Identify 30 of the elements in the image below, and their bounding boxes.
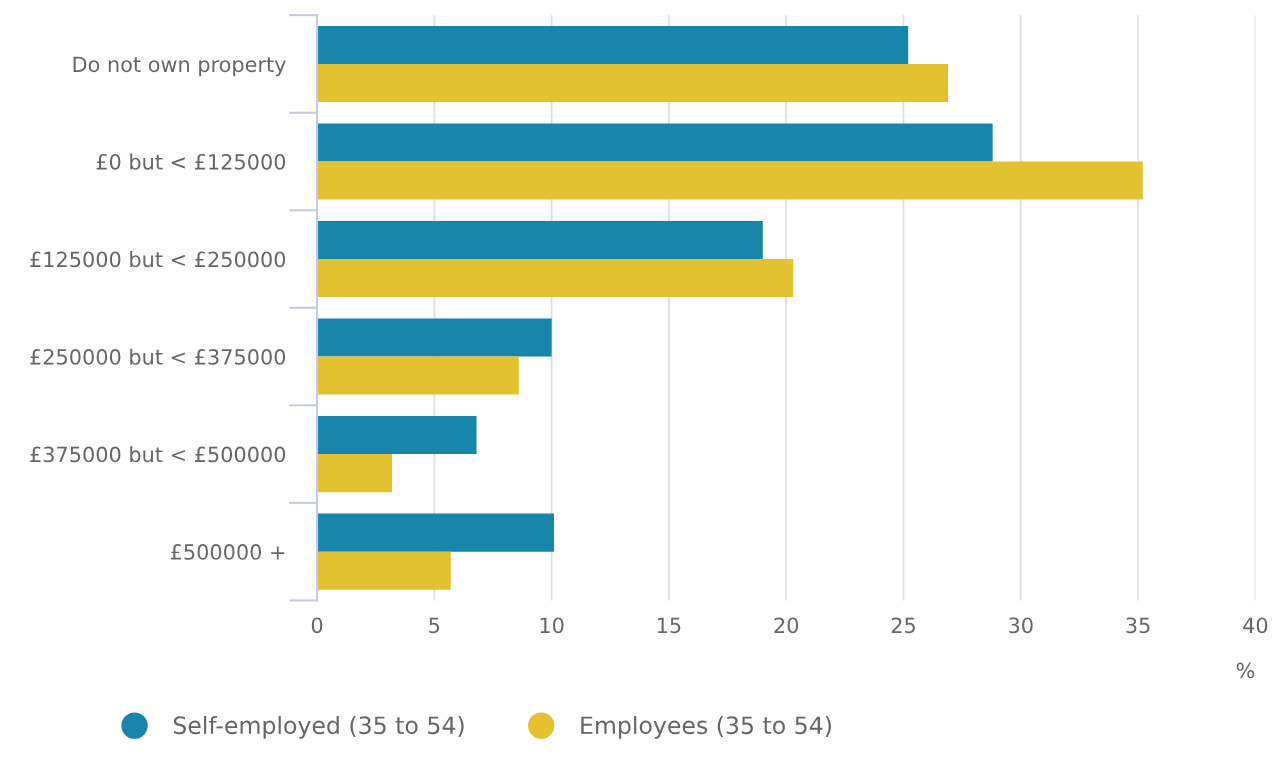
y-tick-label: £250000 but < £375000 <box>30 348 286 365</box>
bar <box>317 161 1143 200</box>
x-tick-label: 20 <box>774 617 799 634</box>
x-tick-label: 5 <box>429 617 440 634</box>
x-axis-title: % <box>1236 662 1255 679</box>
x-tick-label: 30 <box>1009 617 1033 634</box>
bar <box>317 63 949 102</box>
x-tick-label: 25 <box>891 617 915 634</box>
bar <box>317 123 993 162</box>
bar <box>317 221 763 260</box>
y-tick-label: Do not own property <box>73 56 286 77</box>
y-tick-label: £125000 but < £250000 <box>30 251 286 268</box>
bar <box>317 356 519 395</box>
y-tick-label: £375000 but < £500000 <box>30 446 286 463</box>
x-tick-label: 35 <box>1126 617 1150 634</box>
x-tick-label: 0 <box>311 617 323 634</box>
x-tick-label: 10 <box>540 617 564 634</box>
bar <box>317 513 554 552</box>
bar <box>317 454 393 493</box>
bar <box>317 551 451 590</box>
y-tick-label: £0 but < £125000 <box>96 153 286 170</box>
bar <box>317 416 477 455</box>
bar <box>317 25 909 64</box>
bar <box>317 318 552 357</box>
bar <box>317 259 794 298</box>
x-tick-label: 15 <box>657 617 681 634</box>
y-tick-label: £500000 + <box>170 544 285 560</box>
legend-label: Employees (35 to 54) <box>581 715 831 739</box>
x-tick-label: 40 <box>1243 617 1268 634</box>
legend-label: Self-employed (35 to 54) <box>173 715 464 739</box>
